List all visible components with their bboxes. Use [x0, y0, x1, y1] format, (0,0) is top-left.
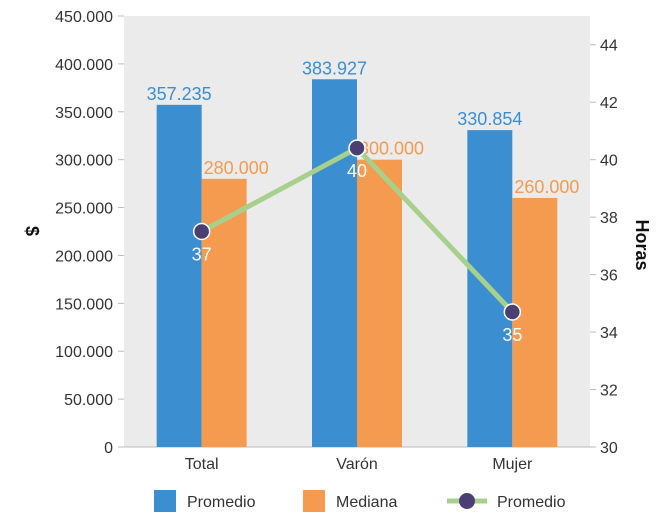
bar-series-group: 357.235 280.000 383.927 300.000 330.854 260.0…	[147, 58, 579, 448]
y-tick-label: 0	[104, 440, 113, 457]
legend-label: Promedio	[497, 494, 566, 511]
line-data-label: 37	[192, 245, 212, 265]
line-data-label: 40	[347, 161, 367, 181]
legend-marker	[459, 493, 475, 509]
legend: Promedio Mediana Promedio	[154, 490, 566, 512]
bar-mediana	[357, 159, 402, 447]
y-tick-label: 300.000	[55, 153, 113, 170]
legend-swatch	[303, 490, 325, 512]
line-series-group: 37 40 35	[192, 139, 522, 345]
y-tick-label: 50.000	[64, 392, 113, 409]
bar-data-label: 280.000	[204, 158, 269, 178]
line-point	[348, 139, 366, 157]
y2-tick-label: 44	[600, 38, 618, 55]
line-point	[192, 222, 211, 241]
x-tick-label: Mujer	[492, 456, 533, 473]
y-tick-label: 200.000	[55, 248, 113, 265]
x-tick-label: Varón	[336, 456, 378, 473]
y2-tick-label: 36	[600, 268, 618, 285]
bar-mediana	[201, 178, 247, 448]
y2-tick-label: 40	[600, 153, 618, 170]
y-tick-label: 450.000	[55, 9, 113, 26]
y2-tick-label: 32	[600, 383, 618, 400]
y-tick-label: 350.000	[55, 105, 113, 122]
bar-promedio	[312, 79, 357, 447]
y-tick-label: 400.000	[55, 57, 113, 74]
y-tick-label: 100.000	[55, 344, 113, 361]
bar-data-label: 300.000	[359, 139, 424, 159]
bar-promedio	[156, 104, 202, 447]
bar-data-label: 260.000	[514, 177, 579, 197]
y2-tick-label: 34	[600, 325, 618, 342]
line-data-label: 35	[502, 325, 522, 345]
y2-axis-title: Horas	[632, 219, 652, 270]
y2-tick-label: 38	[600, 210, 618, 227]
y-axis-right: 30 32 34 36 38 40 42 44	[590, 38, 618, 457]
y-tick-label: 150.000	[55, 296, 113, 313]
bar-data-label: 357.235	[147, 84, 212, 104]
line-point	[503, 303, 522, 321]
y-axis-left: 0 50.000 100.000 150.000 200.000 250.000 300.0…	[55, 9, 124, 457]
bar-data-label: 330.854	[457, 109, 522, 129]
bar-data-label: 383.927	[302, 58, 367, 78]
x-tick-label: Total	[185, 456, 219, 473]
y-axis-title: $	[22, 226, 42, 236]
bar-mediana	[512, 197, 558, 447]
legend-label: Mediana	[336, 494, 397, 511]
y2-tick-label: 30	[600, 440, 618, 457]
legend-swatch	[154, 490, 176, 512]
y-tick-label: 250.000	[55, 201, 113, 218]
y2-tick-label: 42	[600, 95, 618, 112]
legend-label: Promedio	[187, 494, 256, 511]
x-axis: Total Varón Mujer	[185, 456, 533, 473]
